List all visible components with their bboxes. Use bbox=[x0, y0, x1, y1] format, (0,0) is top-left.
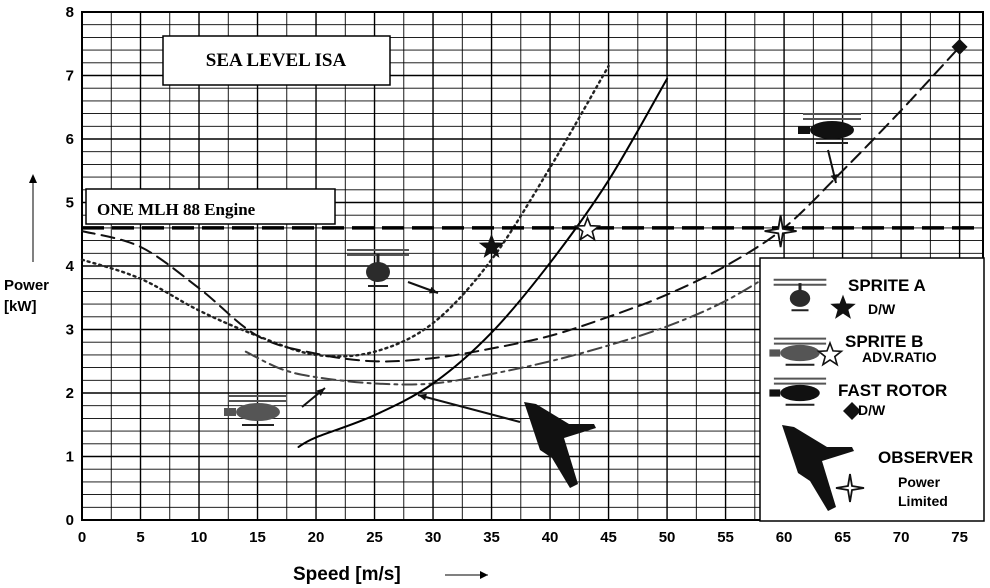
legend-label: SPRITE A bbox=[848, 276, 926, 295]
x-tick-label: 70 bbox=[893, 529, 910, 546]
arrow-head bbox=[429, 286, 438, 294]
sprite-b-aircraft-icon bbox=[224, 395, 287, 426]
x-tick-label: 40 bbox=[542, 529, 559, 546]
observer-pointer-arrow bbox=[417, 393, 521, 423]
legend-marker-icon bbox=[843, 402, 861, 420]
x-tick-label: 35 bbox=[483, 529, 500, 546]
tail bbox=[769, 349, 781, 357]
tail bbox=[224, 408, 236, 416]
x-tick-label: 5 bbox=[136, 529, 144, 546]
fuselage bbox=[810, 121, 854, 139]
sprite-a-pointer-arrow bbox=[407, 281, 439, 294]
legend-aircraft-icon bbox=[773, 278, 827, 312]
rotor-icon bbox=[773, 377, 827, 385]
marker-fast-rotor bbox=[951, 38, 968, 55]
y-axis-arrowhead bbox=[29, 174, 37, 183]
chart-title: SEA LEVEL ISA bbox=[206, 50, 347, 71]
legend-sublabel: D/W bbox=[858, 402, 886, 418]
y-tick-label: 0 bbox=[66, 512, 74, 529]
rotor-icon bbox=[229, 395, 287, 402]
x-tick-label: 50 bbox=[659, 529, 676, 546]
point-markers bbox=[478, 38, 968, 258]
series-line-sprite-b bbox=[244, 265, 786, 386]
y-tick-label: 1 bbox=[66, 449, 74, 466]
series-lines bbox=[80, 45, 961, 448]
marker-observer bbox=[764, 214, 797, 248]
y-tick-label: 3 bbox=[66, 322, 74, 339]
y-axis-title-line: [kW] bbox=[4, 298, 37, 315]
y-tick-label: 7 bbox=[66, 68, 74, 85]
fuselage bbox=[789, 289, 811, 307]
tail bbox=[798, 126, 810, 134]
x-tick-label: 20 bbox=[308, 529, 325, 546]
legend-entry-sprite-a: SPRITE A D/W bbox=[773, 276, 926, 319]
fast-rotor-aircraft-icon bbox=[798, 113, 861, 144]
fuselage bbox=[780, 344, 820, 362]
y-tick-label: 2 bbox=[66, 385, 74, 402]
x-tick-label: 25 bbox=[366, 529, 383, 546]
tail bbox=[769, 389, 781, 397]
legend-marker-icon bbox=[830, 294, 856, 319]
marker-sprite-b bbox=[573, 215, 602, 242]
legend-aircraft-icon bbox=[782, 425, 854, 511]
x-axis-title: Speed [m/s] bbox=[293, 564, 401, 585]
y-tick-label: 8 bbox=[66, 4, 74, 21]
aircraft-illustrations bbox=[224, 113, 861, 488]
legend-sublabel: ADV.RATIO bbox=[862, 349, 937, 365]
y-tick-label: 4 bbox=[66, 258, 75, 275]
marker-sprite-a bbox=[478, 233, 505, 258]
y-tick-label: 6 bbox=[66, 131, 74, 148]
x-tick-label: 30 bbox=[425, 529, 442, 546]
fast-rotor-pointer-arrow bbox=[827, 149, 838, 184]
title-box: SEA LEVEL ISA bbox=[162, 35, 391, 86]
fuselage bbox=[780, 384, 820, 402]
arrow-head bbox=[418, 393, 427, 401]
x-tick-label: 75 bbox=[951, 529, 968, 546]
legend-label: FAST ROTOR bbox=[838, 381, 947, 400]
series-line-fast-rotor bbox=[81, 45, 961, 363]
observer-aircraft-icon bbox=[524, 402, 596, 488]
y-axis-title-line: Power bbox=[4, 277, 49, 294]
legend-label: OBSERVER bbox=[878, 448, 973, 467]
legend-entry-fast-rotor: FAST ROTOR D/W bbox=[769, 377, 947, 420]
x-tick-label: 15 bbox=[249, 529, 266, 546]
x-tick-label: 45 bbox=[600, 529, 617, 546]
arrow-head bbox=[830, 174, 838, 183]
x-tick-label: 65 bbox=[834, 529, 851, 546]
legend-marker-icon bbox=[835, 473, 865, 503]
y-tick-label: 5 bbox=[66, 195, 74, 212]
series-line-observer bbox=[297, 77, 669, 448]
rotor-icon bbox=[803, 113, 861, 120]
sprite-b-pointer-arrow bbox=[301, 387, 326, 408]
fuselage bbox=[366, 262, 390, 282]
arrow-head bbox=[316, 388, 325, 396]
sprite-a-aircraft-icon bbox=[347, 249, 409, 287]
legend-sublabel: Limited bbox=[898, 493, 948, 509]
engine-annotation: ONE MLH 88 Engine bbox=[97, 200, 256, 219]
rotor-icon bbox=[773, 337, 827, 345]
legend-marker-icon bbox=[816, 340, 844, 367]
legend-label: SPRITE B bbox=[845, 332, 923, 351]
x-tick-label: 55 bbox=[717, 529, 734, 546]
x-tick-label: 60 bbox=[776, 529, 793, 546]
legend-entry-observer: OBSERVER Power Limited bbox=[782, 425, 973, 511]
y-axis-title: Power [kW] bbox=[4, 277, 49, 315]
series-line-sprite-a bbox=[80, 64, 610, 358]
legend-aircraft-icon bbox=[769, 337, 827, 366]
x-tick-label: 0 bbox=[78, 529, 86, 546]
legend-sublabel: D/W bbox=[868, 301, 896, 317]
x-tick-label: 10 bbox=[191, 529, 208, 546]
arrow-shaft bbox=[417, 394, 521, 423]
legend-aircraft-icon bbox=[769, 377, 827, 406]
fuselage bbox=[236, 403, 280, 421]
engine-annotation-box: ONE MLH 88 Engine bbox=[85, 188, 336, 225]
x-axis-arrowhead bbox=[480, 571, 488, 579]
legend-sublabel: Power bbox=[898, 474, 941, 490]
